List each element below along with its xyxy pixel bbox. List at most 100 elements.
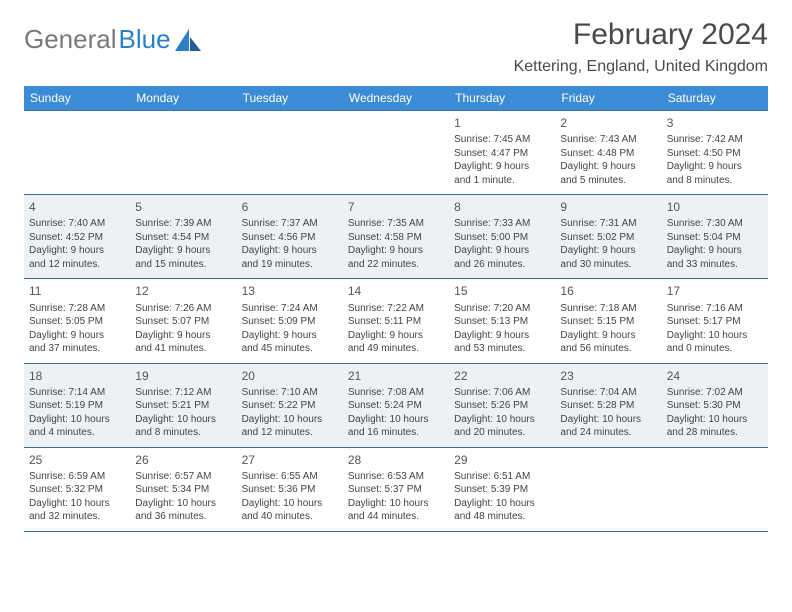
day-number: 15: [454, 283, 550, 299]
day-cell: [343, 111, 449, 194]
day-day2: and 1 minute.: [454, 174, 550, 188]
day-sunrise: Sunrise: 7:40 AM: [29, 217, 125, 231]
day-sunset: Sunset: 4:48 PM: [560, 147, 656, 161]
day-sunset: Sunset: 5:30 PM: [667, 399, 763, 413]
day-sunset: Sunset: 5:26 PM: [454, 399, 550, 413]
day-sunrise: Sunrise: 6:57 AM: [135, 470, 231, 484]
day-sunrise: Sunrise: 7:31 AM: [560, 217, 656, 231]
day-day2: and 49 minutes.: [348, 342, 444, 356]
day-day2: and 28 minutes.: [667, 426, 763, 440]
day-day2: and 19 minutes.: [242, 258, 338, 272]
day-day1: Daylight: 9 hours: [242, 244, 338, 258]
day-number: 1: [454, 115, 550, 131]
day-number: 26: [135, 452, 231, 468]
day-day2: and 0 minutes.: [667, 342, 763, 356]
day-number: 8: [454, 199, 550, 215]
day-cell: 24Sunrise: 7:02 AMSunset: 5:30 PMDayligh…: [662, 364, 768, 447]
day-day2: and 48 minutes.: [454, 510, 550, 524]
day-cell: [662, 448, 768, 531]
day-sunset: Sunset: 5:11 PM: [348, 315, 444, 329]
day-sunset: Sunset: 5:24 PM: [348, 399, 444, 413]
day-sunrise: Sunrise: 7:04 AM: [560, 386, 656, 400]
day-sunset: Sunset: 5:07 PM: [135, 315, 231, 329]
day-number: 29: [454, 452, 550, 468]
day-day1: Daylight: 9 hours: [348, 244, 444, 258]
day-sunrise: Sunrise: 7:06 AM: [454, 386, 550, 400]
weekday-header-row: Sunday Monday Tuesday Wednesday Thursday…: [24, 86, 768, 110]
day-sunrise: Sunrise: 7:45 AM: [454, 133, 550, 147]
weekday-sunday: Sunday: [24, 86, 130, 110]
day-cell: 27Sunrise: 6:55 AMSunset: 5:36 PMDayligh…: [237, 448, 343, 531]
day-day1: Daylight: 9 hours: [29, 329, 125, 343]
day-day1: Daylight: 10 hours: [135, 413, 231, 427]
day-day1: Daylight: 10 hours: [29, 413, 125, 427]
day-number: 18: [29, 368, 125, 384]
day-sunset: Sunset: 5:19 PM: [29, 399, 125, 413]
day-day2: and 26 minutes.: [454, 258, 550, 272]
day-cell: [237, 111, 343, 194]
day-cell: 3Sunrise: 7:42 AMSunset: 4:50 PMDaylight…: [662, 111, 768, 194]
day-day2: and 12 minutes.: [29, 258, 125, 272]
day-sunrise: Sunrise: 7:16 AM: [667, 302, 763, 316]
day-day1: Daylight: 9 hours: [560, 329, 656, 343]
day-number: 9: [560, 199, 656, 215]
day-number: 22: [454, 368, 550, 384]
day-sunrise: Sunrise: 7:37 AM: [242, 217, 338, 231]
week-row: 25Sunrise: 6:59 AMSunset: 5:32 PMDayligh…: [24, 447, 768, 532]
day-sunrise: Sunrise: 7:08 AM: [348, 386, 444, 400]
day-day2: and 4 minutes.: [29, 426, 125, 440]
day-day1: Daylight: 10 hours: [242, 413, 338, 427]
day-sunset: Sunset: 5:15 PM: [560, 315, 656, 329]
week-row: 11Sunrise: 7:28 AMSunset: 5:05 PMDayligh…: [24, 278, 768, 362]
day-day2: and 12 minutes.: [242, 426, 338, 440]
day-cell: 28Sunrise: 6:53 AMSunset: 5:37 PMDayligh…: [343, 448, 449, 531]
day-day2: and 8 minutes.: [135, 426, 231, 440]
day-number: 25: [29, 452, 125, 468]
logo-text-general: General: [24, 24, 117, 55]
calendar: Sunday Monday Tuesday Wednesday Thursday…: [24, 86, 768, 532]
day-cell: 11Sunrise: 7:28 AMSunset: 5:05 PMDayligh…: [24, 279, 130, 362]
day-number: 11: [29, 283, 125, 299]
day-day1: Daylight: 9 hours: [667, 244, 763, 258]
day-cell: 13Sunrise: 7:24 AMSunset: 5:09 PMDayligh…: [237, 279, 343, 362]
day-number: 19: [135, 368, 231, 384]
day-day1: Daylight: 9 hours: [135, 329, 231, 343]
day-sunset: Sunset: 4:54 PM: [135, 231, 231, 245]
day-sunset: Sunset: 4:50 PM: [667, 147, 763, 161]
day-number: 12: [135, 283, 231, 299]
day-sunrise: Sunrise: 7:30 AM: [667, 217, 763, 231]
day-sunrise: Sunrise: 7:39 AM: [135, 217, 231, 231]
day-day2: and 15 minutes.: [135, 258, 231, 272]
day-number: 2: [560, 115, 656, 131]
day-number: 7: [348, 199, 444, 215]
day-sunset: Sunset: 5:28 PM: [560, 399, 656, 413]
month-title: February 2024: [514, 18, 768, 52]
day-number: 4: [29, 199, 125, 215]
weekday-monday: Monday: [130, 86, 236, 110]
weekday-saturday: Saturday: [662, 86, 768, 110]
day-cell: 6Sunrise: 7:37 AMSunset: 4:56 PMDaylight…: [237, 195, 343, 278]
day-day2: and 5 minutes.: [560, 174, 656, 188]
day-day1: Daylight: 10 hours: [560, 413, 656, 427]
day-day1: Daylight: 9 hours: [667, 160, 763, 174]
weeks-container: 1Sunrise: 7:45 AMSunset: 4:47 PMDaylight…: [24, 110, 768, 532]
day-sunrise: Sunrise: 7:10 AM: [242, 386, 338, 400]
day-sunrise: Sunrise: 7:14 AM: [29, 386, 125, 400]
day-day2: and 36 minutes.: [135, 510, 231, 524]
day-day2: and 41 minutes.: [135, 342, 231, 356]
day-cell: 17Sunrise: 7:16 AMSunset: 5:17 PMDayligh…: [662, 279, 768, 362]
day-number: 21: [348, 368, 444, 384]
day-cell: [130, 111, 236, 194]
day-day1: Daylight: 10 hours: [667, 413, 763, 427]
day-number: 14: [348, 283, 444, 299]
day-sunrise: Sunrise: 7:22 AM: [348, 302, 444, 316]
day-cell: 23Sunrise: 7:04 AMSunset: 5:28 PMDayligh…: [555, 364, 661, 447]
day-sunrise: Sunrise: 6:55 AM: [242, 470, 338, 484]
day-day2: and 24 minutes.: [560, 426, 656, 440]
day-day1: Daylight: 10 hours: [348, 413, 444, 427]
logo-sail-icon: [175, 29, 201, 51]
week-row: 18Sunrise: 7:14 AMSunset: 5:19 PMDayligh…: [24, 363, 768, 447]
day-cell: 25Sunrise: 6:59 AMSunset: 5:32 PMDayligh…: [24, 448, 130, 531]
day-cell: 7Sunrise: 7:35 AMSunset: 4:58 PMDaylight…: [343, 195, 449, 278]
logo-text-blue: Blue: [119, 24, 171, 55]
